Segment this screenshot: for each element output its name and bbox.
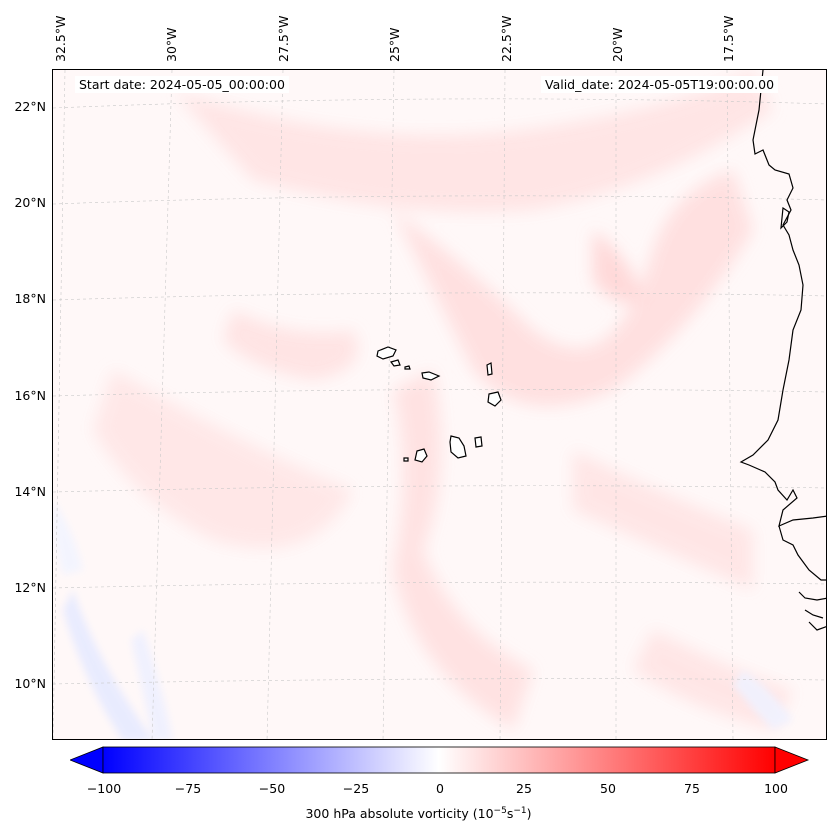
lat-label-18n: 18°N [14,291,46,306]
lat-label-22n: 22°N [14,99,46,114]
colorbar-min-extend [70,746,104,774]
colorbar-label: 300 hPa absolute vorticity (10−5s−1) [305,806,532,822]
cb-tick-neg100: −100 [86,781,122,796]
cb-tick-25: 25 [516,781,532,796]
lon-label-30w: 30°W [164,27,179,62]
vorticity-field-blue [53,500,793,739]
cb-tick-100: 100 [764,781,788,796]
lon-label-25w: 25°W [387,27,402,62]
lat-label-10n: 10°N [14,676,46,691]
vorticity-field-red [93,70,793,730]
cb-tick-neg75: −75 [174,781,202,796]
cape-verde-islands [376,346,502,463]
colorbar-body [102,746,776,774]
map-frame[interactable] [52,69,827,740]
lat-label-16n: 16°N [14,388,46,403]
lat-label-12n: 12°N [14,580,46,595]
cb-tick-0: 0 [436,781,444,796]
cb-tick-50: 50 [600,781,616,796]
vorticity-map [53,70,826,739]
colorbar [70,746,810,774]
lon-label-17.5w: 17.5°W [721,15,736,62]
cb-tick-75: 75 [684,781,700,796]
gridlines [53,70,826,739]
lon-label-22.5w: 22.5°W [499,15,514,62]
cb-tick-neg50: −50 [258,781,286,796]
lat-label-20n: 20°N [14,195,46,210]
lon-label-32.5w: 32.5°W [53,15,68,62]
colorbar-max-extend [774,746,810,774]
lat-label-14n: 14°N [14,484,46,499]
cb-tick-neg25: −25 [342,781,370,796]
start-date-label: Start date: 2024-05-05_00:00:00 [75,76,289,93]
lon-label-20w: 20°W [610,27,625,62]
african-coastline [739,70,826,631]
lon-label-27.5w: 27.5°W [276,15,291,62]
valid-date-label: Valid_date: 2024-05-05T19:00:00.00 [541,76,779,93]
